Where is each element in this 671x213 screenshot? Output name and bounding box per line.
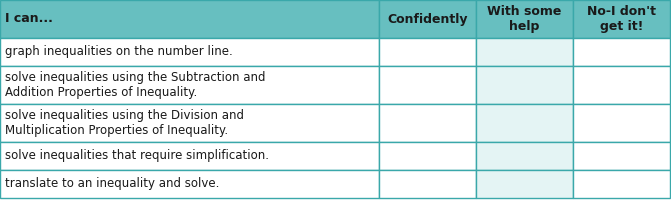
- Bar: [379, 142, 476, 170]
- Text: No-I don't
get it!: No-I don't get it!: [587, 5, 656, 33]
- Bar: [379, 38, 476, 66]
- Bar: [379, 66, 476, 104]
- Bar: [0, 0, 379, 38]
- Bar: [476, 104, 573, 142]
- Bar: [573, 142, 670, 170]
- Bar: [476, 170, 573, 198]
- Bar: [476, 66, 573, 104]
- Bar: [0, 170, 379, 198]
- Bar: [476, 142, 573, 170]
- Bar: [573, 170, 670, 198]
- Bar: [573, 66, 670, 104]
- Bar: [0, 38, 379, 66]
- Bar: [573, 104, 670, 142]
- Bar: [476, 0, 573, 38]
- Text: solve inequalities using the Division and
Multiplication Properties of Inequalit: solve inequalities using the Division an…: [5, 109, 244, 137]
- Bar: [476, 38, 573, 66]
- Bar: [573, 0, 670, 38]
- Bar: [0, 142, 379, 170]
- Bar: [379, 104, 476, 142]
- Bar: [573, 38, 670, 66]
- Text: Confidently: Confidently: [387, 13, 468, 26]
- Bar: [0, 66, 379, 104]
- Text: translate to an inequality and solve.: translate to an inequality and solve.: [5, 177, 219, 190]
- Text: graph inequalities on the number line.: graph inequalities on the number line.: [5, 46, 233, 59]
- Text: I can...: I can...: [5, 13, 53, 26]
- Bar: [379, 170, 476, 198]
- Bar: [379, 0, 476, 38]
- Bar: [0, 104, 379, 142]
- Text: With some
help: With some help: [487, 5, 562, 33]
- Text: solve inequalities using the Subtraction and
Addition Properties of Inequality.: solve inequalities using the Subtraction…: [5, 71, 266, 99]
- Text: solve inequalities that require simplification.: solve inequalities that require simplifi…: [5, 150, 269, 163]
